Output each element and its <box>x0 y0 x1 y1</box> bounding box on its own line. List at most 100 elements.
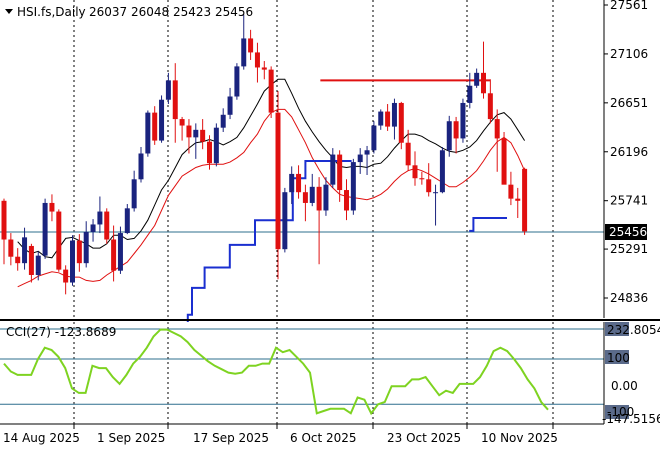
price-tick-label: 25741 <box>610 194 648 208</box>
candle-up <box>220 114 226 128</box>
candle-up <box>35 255 41 275</box>
cci-title: CCI(27) -123.8689 <box>6 325 116 339</box>
candle-up <box>474 72 480 86</box>
x-tick-label: 17 Sep 2025 <box>193 431 269 445</box>
candle-up <box>350 162 356 211</box>
price-tick-label: 26196 <box>610 145 648 159</box>
candle-down <box>426 179 432 193</box>
candle-up <box>309 186 315 203</box>
x-tick-label: 14 Aug 2025 <box>3 431 80 445</box>
candle-down <box>419 178 425 180</box>
candle-down <box>275 112 281 250</box>
x-tick-label: 1 Sep 2025 <box>97 431 165 445</box>
candle-down <box>104 211 110 240</box>
candle-up <box>117 233 123 271</box>
candle-down <box>494 119 500 139</box>
candle-up <box>289 173 295 193</box>
candle-down <box>268 69 274 113</box>
candle-up <box>124 208 130 234</box>
candle-up <box>213 127 219 164</box>
candle-up <box>241 38 247 67</box>
candle-down <box>453 121 459 139</box>
candle-down <box>200 129 206 142</box>
candle-down <box>49 202 55 212</box>
candle-down <box>481 72 486 94</box>
price-tick-label: 24836 <box>610 291 648 305</box>
cci-vertical-grid <box>73 322 554 424</box>
candle-up <box>70 240 75 283</box>
candle-up <box>282 192 288 250</box>
cci-minus100-tag <box>605 405 629 419</box>
candle-up <box>378 111 384 126</box>
cci-plot-area <box>0 322 604 424</box>
candle-down <box>15 256 21 264</box>
candle-up <box>234 66 240 97</box>
candle-up <box>83 231 89 264</box>
candle-up <box>227 96 233 115</box>
candle-up <box>460 102 466 139</box>
candle-up <box>165 80 171 100</box>
candle-up <box>42 202 48 256</box>
candle-down <box>63 269 69 283</box>
candle-down <box>316 186 322 211</box>
candle-down <box>344 190 349 211</box>
candle-up <box>330 154 336 185</box>
cci-100-tag <box>605 350 629 364</box>
cci-panel: CCI(27) -123.8689 232.8054 100 0.00 -100… <box>0 322 660 426</box>
candle-down <box>522 168 528 232</box>
price-axis-ticks: 27561 27106 26651 26196 25741 25291 24836 <box>604 0 648 305</box>
candle-down <box>385 111 391 127</box>
x-tick-label: 10 Nov 2025 <box>481 431 558 445</box>
cci-line <box>3 328 549 416</box>
candle-down <box>186 125 192 138</box>
candle-down <box>1 200 7 240</box>
candle-up <box>446 121 452 151</box>
last-price-tag <box>605 224 647 240</box>
candle-up <box>364 150 370 155</box>
candle-up <box>357 154 363 163</box>
cci-tick-zero: 0.00 <box>611 379 638 393</box>
price-tick-label: 25291 <box>610 242 648 256</box>
x-tick-label: 23 Oct 2025 <box>387 431 461 445</box>
candle-down <box>8 239 14 257</box>
candle-down <box>254 52 260 68</box>
cci-tick-min: -147.5156 <box>602 412 660 426</box>
price-panel: 27561 27106 26651 26196 25741 25291 24836 HSI.… <box>0 0 648 337</box>
cci-tick-minus100: -100 <box>607 405 634 419</box>
cci-level-lines <box>0 328 604 405</box>
symbol-title: HSI.fs,Daily <box>17 5 86 19</box>
cci-tick-max: 232.8054 <box>607 323 660 337</box>
candle-down <box>296 173 302 193</box>
candle-up <box>22 237 28 264</box>
date-axis: 14 Aug 2025 1 Sep 2025 17 Sep 2025 6 Oct 20… <box>3 424 558 445</box>
candle-down <box>337 154 343 191</box>
cci-tick-100: 100 <box>607 351 630 365</box>
title-triangle-icon <box>5 9 13 14</box>
candle-up <box>433 192 439 194</box>
candle-down <box>515 198 521 201</box>
price-plot-area <box>0 0 604 318</box>
candle-down <box>248 38 254 53</box>
price-tick-label: 27561 <box>610 0 648 12</box>
candle-down <box>152 112 158 141</box>
candle-down <box>412 165 418 179</box>
stop-level-line <box>150 160 507 337</box>
last-price-tag-label: 25456 <box>609 225 647 239</box>
candle-down <box>508 184 514 199</box>
candle-down <box>179 119 185 126</box>
candle-down <box>172 80 178 120</box>
cci-top-tag <box>605 322 629 336</box>
candle-up <box>193 129 199 138</box>
candle-up <box>439 150 445 193</box>
candle-up <box>159 99 165 141</box>
candle-up <box>131 179 137 209</box>
candle-up <box>391 102 397 127</box>
x-tick-label: 6 Oct 2025 <box>290 431 357 445</box>
candle-down <box>405 142 411 166</box>
candle-up <box>90 224 96 232</box>
candle-down <box>487 93 493 120</box>
candle-down <box>111 239 117 271</box>
candle-up <box>97 211 103 225</box>
candle-up <box>145 112 151 154</box>
